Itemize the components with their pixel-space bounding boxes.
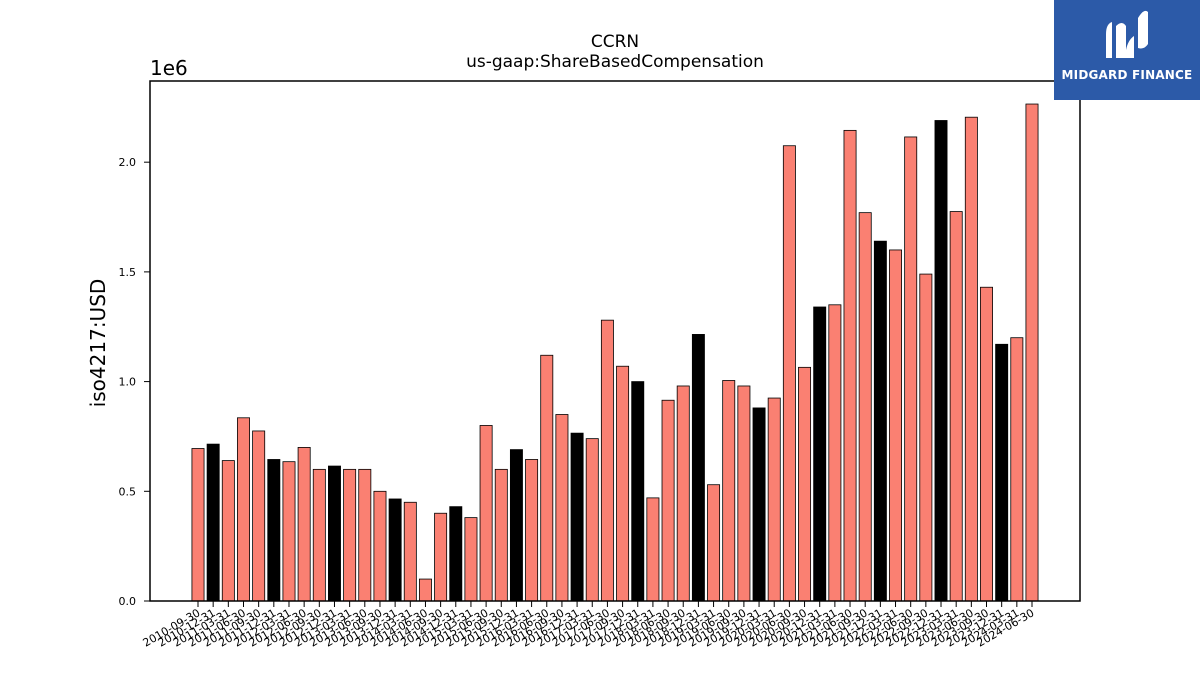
bar-2018-09-30 [676, 385, 690, 602]
bar-2011-03-31 [221, 460, 235, 602]
bar-2017-12-31 [631, 381, 645, 602]
y-tick-label: 1.0 [119, 376, 137, 389]
bar-2012-12-31 [328, 465, 341, 602]
bar-2018-03-31 [646, 497, 660, 602]
bar-2022-09-30 [919, 273, 933, 602]
bar-2024-03-31 [1010, 337, 1024, 602]
bar-2022-03-31 [889, 249, 902, 602]
y-axis-ticks: 0.0 0.5 1.0 1.5 2.0 [119, 156, 150, 608]
bar-2013-12-31 [388, 498, 402, 602]
logo-text: MIDGARD FINANCE [1061, 68, 1193, 82]
bar-2021-09-30 [858, 212, 872, 602]
midgard-logo-icon [1106, 10, 1148, 58]
bar-2012-06-30 [297, 447, 311, 602]
bar-2016-03-31 [525, 459, 539, 602]
bar-2014-03-31 [403, 501, 417, 602]
bar-2016-09-30 [555, 414, 569, 602]
bar-2020-03-31 [767, 397, 781, 602]
bar-2011-06-30 [237, 417, 250, 602]
bar-2015-03-31 [464, 517, 478, 602]
bar-2011-12-31 [267, 459, 281, 602]
bar-2017-03-31 [585, 438, 599, 602]
bar-2010-09-30 [191, 448, 205, 602]
bar-2020-12-31 [813, 306, 827, 602]
y-tick-label: 2.0 [119, 156, 137, 169]
bar-2013-09-30 [373, 490, 387, 602]
bar-2017-06-30 [600, 319, 614, 602]
bar-2015-06-30 [479, 425, 493, 602]
bar-2021-12-31 [873, 240, 887, 602]
y-axis-offset-label: 1e6 [150, 56, 188, 80]
x-axis-ticks: 2010-09-302010-12-312011-03-312011-06-30… [141, 601, 1037, 650]
bar-2014-12-31 [449, 506, 463, 602]
bar-2024-06-30 [1025, 103, 1039, 602]
bar-2022-06-30 [904, 136, 918, 602]
bar-2011-09-30 [252, 430, 266, 602]
bar-2016-12-31 [570, 432, 584, 602]
bar-2020-09-30 [798, 366, 812, 602]
bar-2019-06-30 [722, 380, 736, 602]
brand-logo: MIDGARD FINANCE [1054, 0, 1200, 100]
y-tick-label: 1.5 [119, 266, 137, 279]
bar-2012-03-31 [282, 461, 296, 602]
bar-2021-03-31 [828, 304, 842, 602]
chart-title: CCRN [590, 32, 640, 52]
bar-2019-03-31 [707, 484, 721, 602]
bar-2017-09-30 [616, 365, 630, 602]
bar-2010-12-31 [206, 443, 220, 602]
bar-2023-06-30 [964, 116, 978, 602]
y-tick-label: 0.0 [119, 595, 137, 608]
bar-2014-09-30 [434, 512, 448, 602]
bar-2018-06-30 [661, 399, 675, 602]
bar-2021-06-30 [843, 129, 857, 602]
chart-subtitle: us-gaap:ShareBasedCompensation [466, 52, 764, 72]
bar-2014-06-30 [418, 578, 432, 602]
bar-2016-06-30 [540, 354, 554, 602]
bar-2023-03-31 [949, 211, 963, 602]
bar-2020-06-30 [782, 145, 796, 602]
bar-2015-09-30 [494, 468, 508, 602]
bar-2022-12-31 [934, 120, 948, 602]
bar-series [191, 103, 1039, 602]
y-axis-label: iso4217:USD [86, 278, 110, 408]
bar-2015-12-31 [509, 449, 523, 602]
bar-2023-09-30 [980, 286, 993, 602]
bar-2019-09-30 [737, 385, 751, 602]
bar-2019-12-31 [752, 407, 766, 602]
plot-frame [149, 80, 1081, 602]
bar-2023-12-31 [995, 343, 1009, 602]
y-tick-label: 0.5 [119, 485, 137, 498]
bar-2013-03-31 [343, 468, 357, 602]
bar-2012-09-30 [312, 468, 326, 602]
bar-2018-12-31 [691, 334, 705, 602]
bar-2013-06-30 [358, 468, 372, 602]
